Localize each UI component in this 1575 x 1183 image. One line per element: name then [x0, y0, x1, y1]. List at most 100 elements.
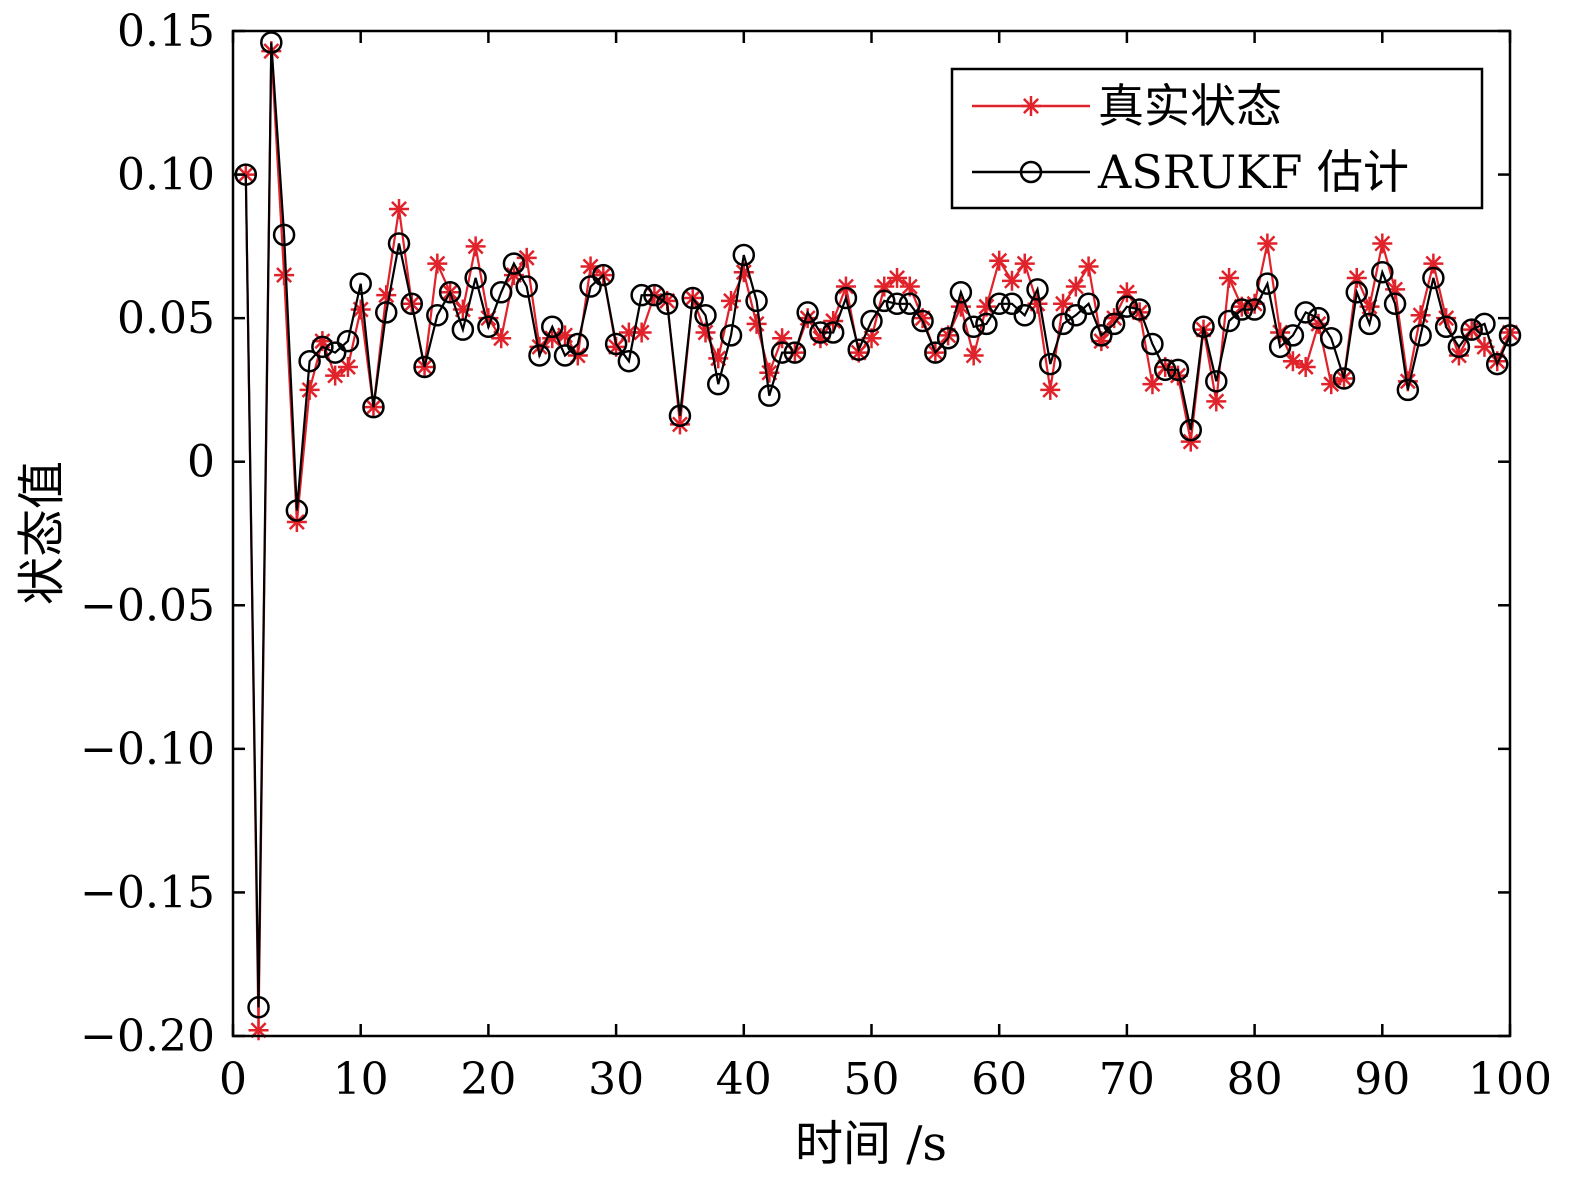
data-point-asrukf	[1115, 295, 1139, 318]
data-point-asrukf	[809, 321, 832, 344]
data-point-true-state	[963, 345, 984, 366]
data-point-asrukf	[1396, 378, 1420, 402]
data-point-asrukf	[668, 404, 692, 428]
series-markers-asrukf	[234, 31, 1522, 1019]
data-point-asrukf	[1141, 332, 1164, 356]
data-point-true-state	[248, 1020, 269, 1041]
data-point-asrukf	[413, 355, 436, 379]
series-layer	[234, 31, 1522, 1041]
data-point-asrukf	[1345, 281, 1369, 304]
data-point-asrukf	[1434, 315, 1458, 339]
data-point-asrukf	[630, 283, 653, 307]
legend-label-true-state: 真实状态	[1098, 79, 1282, 133]
data-point-true-state	[427, 253, 448, 274]
data-point-true-state	[733, 262, 754, 283]
data-point-true-state	[286, 512, 307, 533]
x-tick-label: 30	[588, 1054, 644, 1105]
y-tick-label: 0.10	[117, 150, 215, 201]
legend: 真实状态 ASRUKF 估计	[950, 67, 1484, 210]
data-point-asrukf	[1128, 298, 1151, 321]
data-point-asrukf	[911, 309, 934, 333]
data-point-true-state	[1142, 374, 1163, 395]
data-point-true-state	[337, 356, 358, 377]
data-point-true-state	[1014, 253, 1035, 274]
y-tick-label: −0.20	[80, 1011, 215, 1062]
y-tick-label: −0.05	[80, 580, 215, 631]
data-point-asrukf	[770, 341, 794, 364]
data-point-asrukf	[272, 223, 296, 247]
data-point-asrukf	[566, 332, 590, 356]
data-point-asrukf	[579, 275, 602, 298]
data-point-asrukf	[336, 329, 360, 353]
data-point-true-state	[1295, 356, 1316, 377]
data-point-asrukf	[949, 281, 973, 304]
legend-label-asrukf: ASRUKF 估计	[1097, 145, 1409, 199]
data-point-asrukf	[349, 272, 372, 295]
data-point-asrukf	[873, 289, 896, 313]
data-point-asrukf	[1319, 326, 1343, 350]
data-point-asrukf	[362, 395, 385, 419]
data-point-true-state	[516, 247, 537, 268]
data-point-asrukf	[1460, 318, 1483, 341]
x-tick-label: 100	[1468, 1054, 1552, 1105]
data-point-true-state	[274, 265, 295, 286]
data-point-asrukf	[719, 324, 743, 347]
data-point-asrukf	[502, 252, 526, 275]
y-tick-label: 0	[187, 437, 215, 488]
data-point-asrukf	[1447, 335, 1471, 359]
y-tick-label: −0.15	[80, 867, 215, 918]
data-point-asrukf	[975, 312, 998, 336]
data-point-asrukf	[1409, 324, 1432, 347]
y-tick-label: 0.15	[117, 6, 215, 57]
data-point-asrukf	[1102, 312, 1126, 336]
data-point-asrukf	[515, 275, 538, 298]
data-point-asrukf	[1090, 324, 1113, 347]
data-point-asrukf	[1192, 315, 1215, 339]
series-line-asrukf	[244, 42, 1512, 1008]
data-point-true-state	[299, 379, 320, 400]
data-point-asrukf	[962, 315, 985, 339]
x-tick-label: 60	[971, 1054, 1027, 1105]
data-point-asrukf	[553, 344, 577, 367]
y-tick-label: −0.10	[80, 724, 215, 775]
data-point-asrukf	[745, 289, 768, 313]
data-point-asrukf	[1268, 335, 1292, 359]
data-point-asrukf	[1281, 324, 1305, 347]
data-point-asrukf	[528, 344, 551, 367]
data-point-asrukf	[1332, 367, 1356, 390]
data-point-asrukf	[541, 315, 564, 339]
data-point-true-state	[465, 236, 486, 257]
x-tick-label: 40	[716, 1054, 772, 1105]
data-point-true-state	[887, 267, 908, 288]
data-point-asrukf	[260, 31, 283, 54]
data-point-asrukf	[1153, 358, 1177, 382]
tick-layer: 0 10 20 30 40 50 60 70 80 90 100 0.15 0.10 0.05 0 −0.05…	[80, 6, 1552, 1105]
data-point-true-state	[1372, 233, 1393, 254]
data-point-asrukf	[1243, 298, 1266, 321]
legend-circle-icon	[1019, 160, 1043, 184]
data-point-asrukf	[1013, 304, 1036, 327]
legend-box	[950, 67, 1484, 210]
data-point-asrukf	[285, 499, 309, 522]
data-point-asrukf	[1485, 352, 1509, 376]
data-point-asrukf	[847, 338, 870, 361]
data-point-asrukf	[898, 292, 922, 316]
data-point-asrukf	[1422, 266, 1445, 290]
data-point-asrukf	[451, 318, 475, 341]
y-tick-label: 0.05	[117, 293, 215, 344]
legend-marker-circle	[1019, 160, 1043, 184]
data-point-true-state	[746, 313, 767, 334]
data-point-true-state	[899, 276, 920, 297]
data-point-asrukf	[987, 292, 1011, 316]
x-tick-label: 20	[460, 1054, 516, 1105]
data-point-asrukf	[1230, 298, 1254, 321]
data-point-asrukf	[796, 301, 819, 324]
data-point-asrukf	[323, 341, 347, 364]
data-point-true-state	[1053, 293, 1074, 314]
data-point-asrukf	[885, 292, 909, 316]
data-point-asrukf	[1039, 352, 1062, 376]
data-point-true-state	[1180, 431, 1201, 452]
data-point-asrukf	[1294, 301, 1317, 324]
data-point-asrukf	[438, 281, 462, 304]
data-point-asrukf	[655, 292, 679, 316]
